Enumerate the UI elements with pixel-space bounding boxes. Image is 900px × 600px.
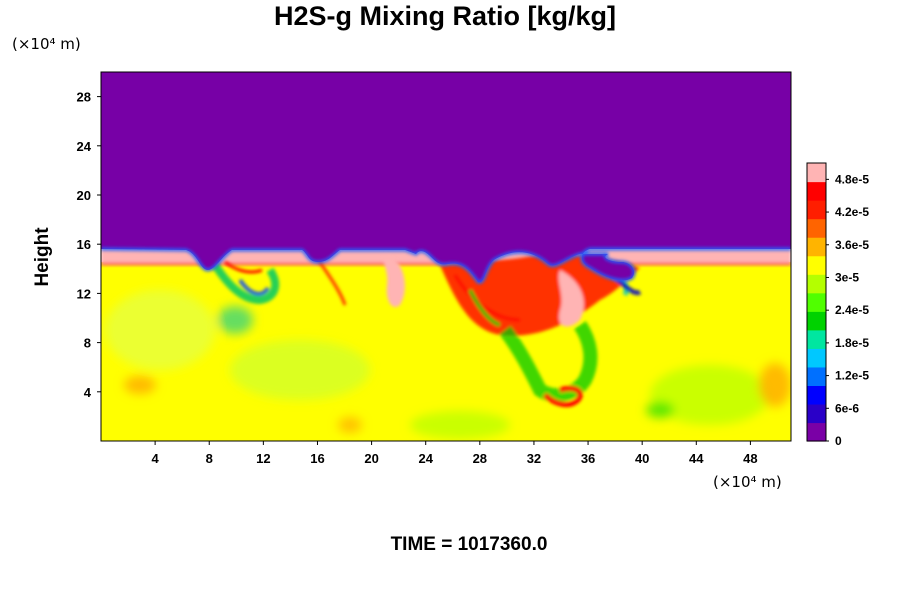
texture-patch xyxy=(410,411,510,439)
colorbar-strip xyxy=(807,237,826,257)
upper-layer xyxy=(101,72,791,283)
green-swirl xyxy=(211,262,280,305)
texture-patch xyxy=(230,340,370,400)
y-axis-label: Height xyxy=(32,227,53,287)
lower-layer-texture xyxy=(105,290,791,439)
colorbar-strip xyxy=(807,274,826,294)
colorbar-tick-label: 4.8e-5 xyxy=(835,172,869,186)
x-axis-unit: (×10⁴ m) xyxy=(713,473,782,491)
x-tick-label: 8 xyxy=(206,451,213,466)
colorbar-tick-label: 3e-5 xyxy=(835,270,859,284)
x-tick-label: 24 xyxy=(418,451,433,466)
colorbar-strip xyxy=(807,200,826,220)
x-tick-label: 44 xyxy=(689,451,704,466)
red-blob xyxy=(440,254,640,336)
colorbar-strip xyxy=(807,422,826,442)
texture-patch xyxy=(217,306,253,334)
colorbar-strip xyxy=(807,163,826,183)
y-tick-label: 8 xyxy=(84,336,91,351)
texture-patch xyxy=(650,365,770,425)
texture-patch xyxy=(124,376,156,394)
colorbar-strip xyxy=(807,255,826,275)
y-tick-label: 20 xyxy=(77,188,91,203)
colorbar-strip xyxy=(807,218,826,238)
pink-blob xyxy=(383,255,405,308)
y-tick-label: 28 xyxy=(77,90,91,105)
x-tick-label: 4 xyxy=(152,451,160,466)
plot-border xyxy=(100,71,792,442)
colorbar-strip xyxy=(807,329,826,349)
green-swirl xyxy=(468,289,501,327)
colorbar-strip xyxy=(807,366,826,386)
plot-area xyxy=(101,72,791,441)
x-tick-label: 36 xyxy=(581,451,595,466)
colorbar-tick-label: 6e-6 xyxy=(835,401,859,415)
chart-title: H2S-g Mixing Ratio [kg/kg] xyxy=(274,1,616,31)
time-annotation: TIME = 1017360.0 xyxy=(391,534,548,555)
texture-patch xyxy=(646,402,674,418)
y-axis: 4 8 12 16 20 24 28 xyxy=(77,90,101,400)
y-tick-label: 4 xyxy=(84,385,92,400)
green-plume xyxy=(499,321,598,403)
colorbar-strip xyxy=(807,385,826,405)
x-tick-label: 20 xyxy=(364,451,378,466)
pink-blob xyxy=(558,270,584,327)
blue-swirl xyxy=(238,278,270,296)
colorbar-strip xyxy=(807,292,826,312)
colorbar-strip xyxy=(807,403,826,424)
colorbar-tick-label: 2.4e-5 xyxy=(835,303,869,317)
x-tick-label: 16 xyxy=(310,451,324,466)
colorbar-ticks: 0 6e-6 1.2e-5 1.8e-5 2.4e-5 3e-5 3.6e-5 4.2e-5 4… xyxy=(826,172,869,448)
x-tick-label: 32 xyxy=(527,451,541,466)
red-swirl xyxy=(224,260,263,274)
colorbar-tick-label: 4.2e-5 xyxy=(835,205,869,219)
y-tick-label: 24 xyxy=(77,139,92,154)
texture-patch xyxy=(338,417,362,433)
x-axis: 4 8 12 16 20 24 28 32 36 40 44 48 xyxy=(152,441,758,466)
colorbar-border xyxy=(806,162,827,442)
x-tick-label: 48 xyxy=(743,451,757,466)
colorbar-tick-label: 3.6e-5 xyxy=(835,238,869,252)
colorbar-strip xyxy=(807,311,826,331)
red-plume xyxy=(543,385,583,408)
colorbar-tick-label: 1.2e-5 xyxy=(835,369,869,383)
colorbar-tick-label: 0 xyxy=(835,434,842,448)
texture-patch xyxy=(759,363,791,407)
colorbar-strip xyxy=(807,181,826,201)
colorbar-strips xyxy=(807,163,826,442)
x-tick-label: 40 xyxy=(635,451,649,466)
upper-layer-edge xyxy=(101,247,791,284)
colorbar-tick-label: 1.8e-5 xyxy=(835,336,869,350)
x-tick-label: 28 xyxy=(473,451,487,466)
colorbar-strip xyxy=(807,348,826,368)
x-tick-label: 12 xyxy=(256,451,270,466)
y-tick-label: 12 xyxy=(77,286,91,301)
y-tick-label: 16 xyxy=(77,237,91,252)
mixing-region xyxy=(211,254,642,408)
red-swirl xyxy=(453,274,521,322)
colorbar: 0 6e-6 1.2e-5 1.8e-5 2.4e-5 3e-5 3.6e-5 4.2e-5 4… xyxy=(806,162,869,448)
y-axis-unit: (×10⁴ m) xyxy=(12,35,81,53)
texture-patch xyxy=(105,290,215,370)
